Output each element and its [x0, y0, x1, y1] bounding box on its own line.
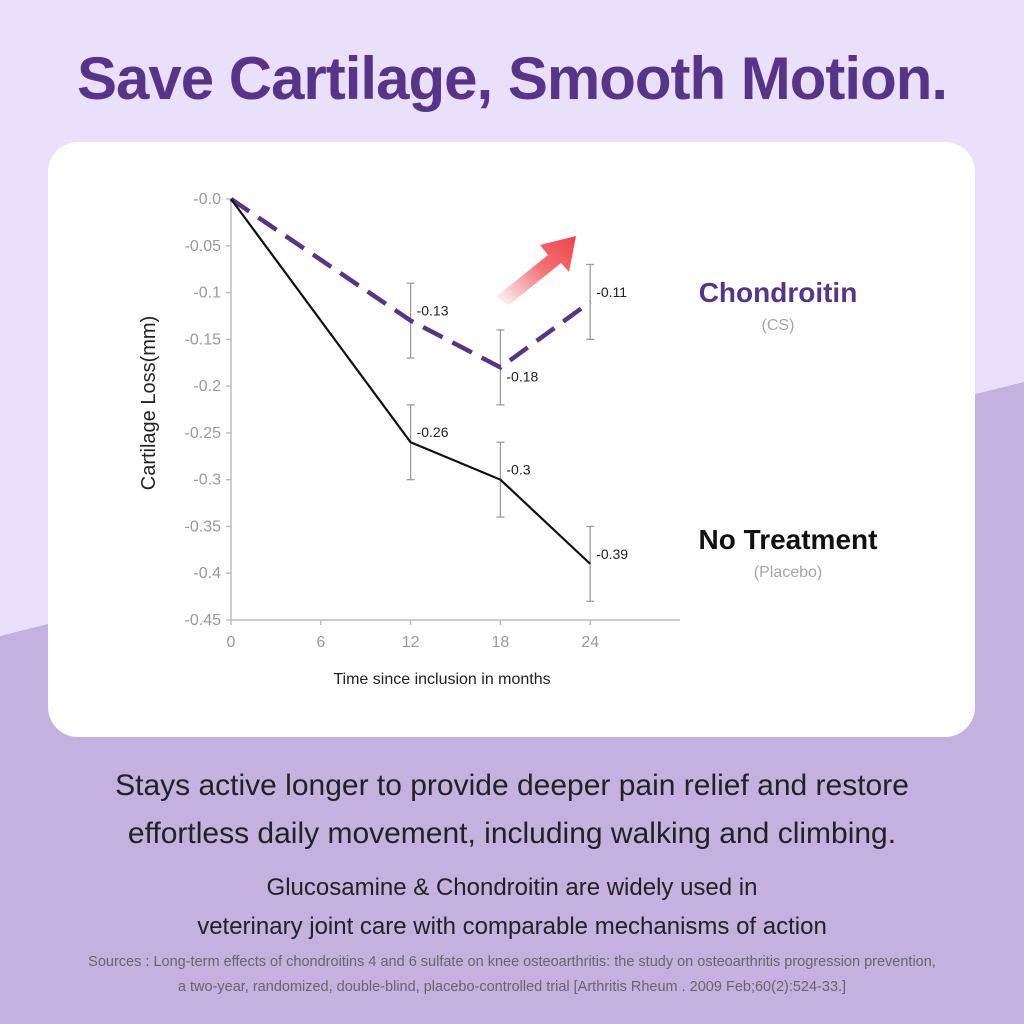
note-line-2: veterinary joint care with comparable me… — [197, 913, 827, 940]
x-tick-label: 18 — [492, 634, 510, 651]
y-tick-label: -0.1 — [193, 285, 221, 302]
cartilage-loss-chart: -0.0 -0.05 -0.1 -0.15 -0.2 -0.25 -0.3 -0.35 -0.4… — [138, 191, 680, 688]
y-tick-label: -0.4 — [193, 565, 221, 582]
note-line-1: Glucosamine & Chondroitin are widely use… — [266, 874, 758, 901]
data-label: -0.39 — [596, 546, 628, 562]
veterinary-note: Glucosamine & Chondroitin are widely use… — [0, 868, 1024, 946]
trend-arrow-shape — [496, 236, 576, 305]
data-label: -0.13 — [417, 303, 449, 319]
series-lines — [229, 197, 592, 565]
trend-arrow — [496, 236, 576, 305]
x-axis-label: Time since inclusion in months — [333, 671, 550, 688]
sources-line-1: Sources : Long-term effects of chondroit… — [88, 954, 936, 970]
y-axis-label: Cartilage Loss(mm) — [138, 316, 160, 490]
legend-chondroitin-subtitle: (CS) — [761, 317, 795, 334]
legend-placebo-name: No Treatment — [698, 524, 878, 555]
data-label: -0.3 — [506, 462, 530, 478]
data-label: -0.11 — [596, 284, 627, 300]
sources-citation: Sources : Long-term effects of chondroit… — [0, 950, 1024, 1000]
page-title: Save Cartilage, Smooth Motion. — [76, 45, 948, 112]
y-tick-label: -0.45 — [185, 612, 222, 629]
y-tick-label: -0.3 — [193, 472, 221, 489]
axes: -0.0 -0.05 -0.1 -0.15 -0.2 -0.25 -0.3 -0.35 -0.4… — [185, 191, 680, 651]
legend-placebo-subtitle: (Placebo) — [753, 564, 823, 581]
y-tick-label: -0.35 — [185, 518, 222, 535]
subheadline-line-2: effortless daily movement, including wal… — [127, 817, 897, 850]
sources-line-2: a two-year, randomized, double-blind, pl… — [177, 979, 847, 995]
legend-chondroitin-name: Chondroitin — [698, 277, 858, 308]
x-tick-label: 24 — [581, 634, 599, 651]
y-tick-label: -0.0 — [193, 191, 221, 208]
y-tick-label: -0.25 — [185, 425, 222, 442]
data-labels: -0.13 -0.18 -0.11 -0.26 -0.3 -0.39 — [417, 284, 629, 562]
data-label: -0.26 — [417, 424, 449, 440]
x-tick-label: 6 — [316, 634, 325, 651]
y-tick-label: -0.05 — [185, 238, 222, 255]
y-tick-label: -0.15 — [185, 331, 222, 348]
placebo-series-line — [230, 198, 591, 565]
y-tick-label: -0.2 — [193, 378, 221, 395]
subheadline: Stays active longer to provide deeper pa… — [0, 762, 1024, 858]
x-tick-label: 0 — [227, 634, 236, 651]
subheadline-line-1: Stays active longer to provide deeper pa… — [115, 769, 909, 802]
chart-card: -0.0 -0.05 -0.1 -0.15 -0.2 -0.25 -0.3 -0.35 -0.4… — [48, 142, 975, 737]
data-label: -0.18 — [506, 368, 538, 384]
chondroitin-series-line — [229, 197, 592, 371]
x-tick-label: 12 — [402, 634, 420, 651]
